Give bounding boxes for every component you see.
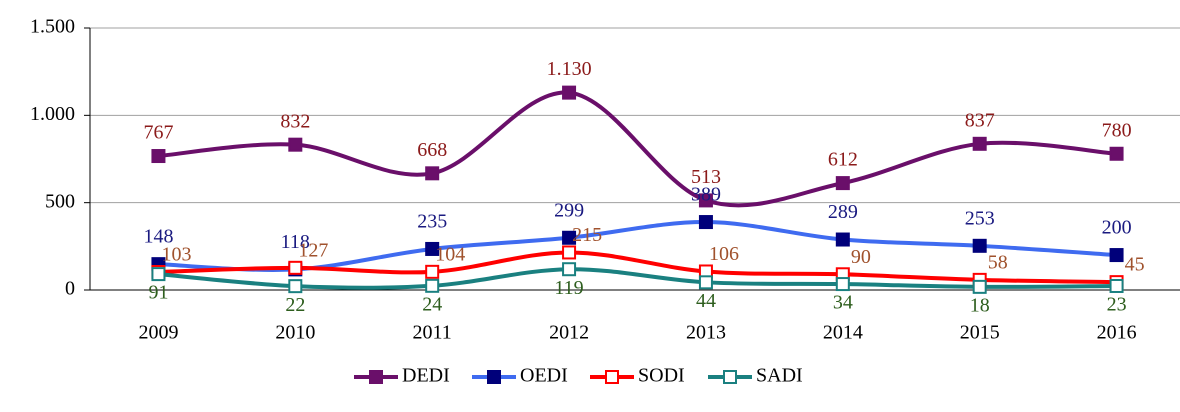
data-label: 90 bbox=[851, 246, 871, 268]
marker bbox=[974, 240, 986, 252]
data-label: 235 bbox=[417, 211, 447, 233]
marker bbox=[289, 280, 301, 292]
data-label: 200 bbox=[1102, 217, 1132, 239]
data-label: 34 bbox=[833, 292, 853, 314]
marker bbox=[837, 177, 849, 189]
data-label: 106 bbox=[709, 243, 739, 265]
data-label: 104 bbox=[435, 243, 465, 265]
data-label: 299 bbox=[554, 199, 584, 221]
legend-marker bbox=[370, 371, 382, 383]
marker bbox=[563, 263, 575, 275]
x-tick-label: 2013 bbox=[686, 322, 726, 344]
y-tick-label: 1.000 bbox=[30, 103, 75, 125]
legend-label: SODI bbox=[638, 365, 685, 387]
data-label: 45 bbox=[1125, 254, 1145, 276]
marker bbox=[837, 234, 849, 246]
data-label: 612 bbox=[828, 149, 858, 171]
data-label: 44 bbox=[696, 290, 716, 312]
x-tick-label: 2016 bbox=[1097, 322, 1137, 344]
data-label: 91 bbox=[148, 282, 168, 304]
data-label: 24 bbox=[422, 293, 442, 315]
data-label: 127 bbox=[298, 239, 328, 261]
y-tick-label: 0 bbox=[65, 278, 75, 300]
data-label: 668 bbox=[417, 139, 447, 161]
data-label: 103 bbox=[161, 244, 191, 266]
data-label: 253 bbox=[965, 207, 995, 229]
marker bbox=[974, 281, 986, 293]
x-tick-label: 2014 bbox=[823, 322, 863, 344]
legend-marker bbox=[606, 371, 618, 383]
data-label: 289 bbox=[828, 201, 858, 223]
marker bbox=[289, 262, 301, 274]
data-label: 18 bbox=[970, 294, 990, 316]
marker bbox=[837, 278, 849, 290]
legend-marker bbox=[724, 371, 736, 383]
data-label: 58 bbox=[988, 251, 1008, 273]
data-label: 1.130 bbox=[547, 58, 592, 80]
y-tick-label: 500 bbox=[45, 190, 75, 212]
x-tick-label: 2012 bbox=[549, 322, 589, 344]
data-label: 119 bbox=[554, 277, 583, 299]
marker bbox=[426, 280, 438, 292]
data-label: 837 bbox=[965, 109, 995, 131]
marker bbox=[152, 268, 164, 280]
data-label: 832 bbox=[280, 110, 310, 132]
marker bbox=[974, 138, 986, 150]
marker bbox=[289, 139, 301, 151]
data-label: 767 bbox=[143, 122, 173, 144]
data-label: 22 bbox=[285, 294, 305, 316]
x-tick-label: 2010 bbox=[275, 322, 315, 344]
y-tick-label: 1.500 bbox=[30, 16, 75, 38]
legend-label: OEDI bbox=[520, 365, 568, 387]
marker bbox=[563, 246, 575, 258]
marker bbox=[426, 266, 438, 278]
marker bbox=[1111, 148, 1123, 160]
marker bbox=[426, 167, 438, 179]
chart: 0 500 1.000 1.500 2009 2010 2011 2012 2013 2014 20… bbox=[0, 0, 1180, 412]
marker bbox=[563, 87, 575, 99]
marker bbox=[152, 150, 164, 162]
marker bbox=[700, 216, 712, 228]
legend-marker bbox=[488, 371, 500, 383]
x-tick-label: 2009 bbox=[138, 322, 178, 344]
marker bbox=[1111, 280, 1123, 292]
data-label: 215 bbox=[572, 224, 602, 246]
x-tick-label: 2011 bbox=[413, 322, 452, 344]
data-label: 389 bbox=[691, 184, 721, 206]
data-label: 780 bbox=[1102, 119, 1132, 141]
data-label: 23 bbox=[1107, 294, 1127, 316]
legend-label: DEDI bbox=[402, 365, 450, 387]
marker bbox=[700, 276, 712, 288]
x-tick-label: 2015 bbox=[960, 322, 1000, 344]
legend-label: SADI bbox=[756, 365, 803, 387]
marker bbox=[1111, 249, 1123, 261]
